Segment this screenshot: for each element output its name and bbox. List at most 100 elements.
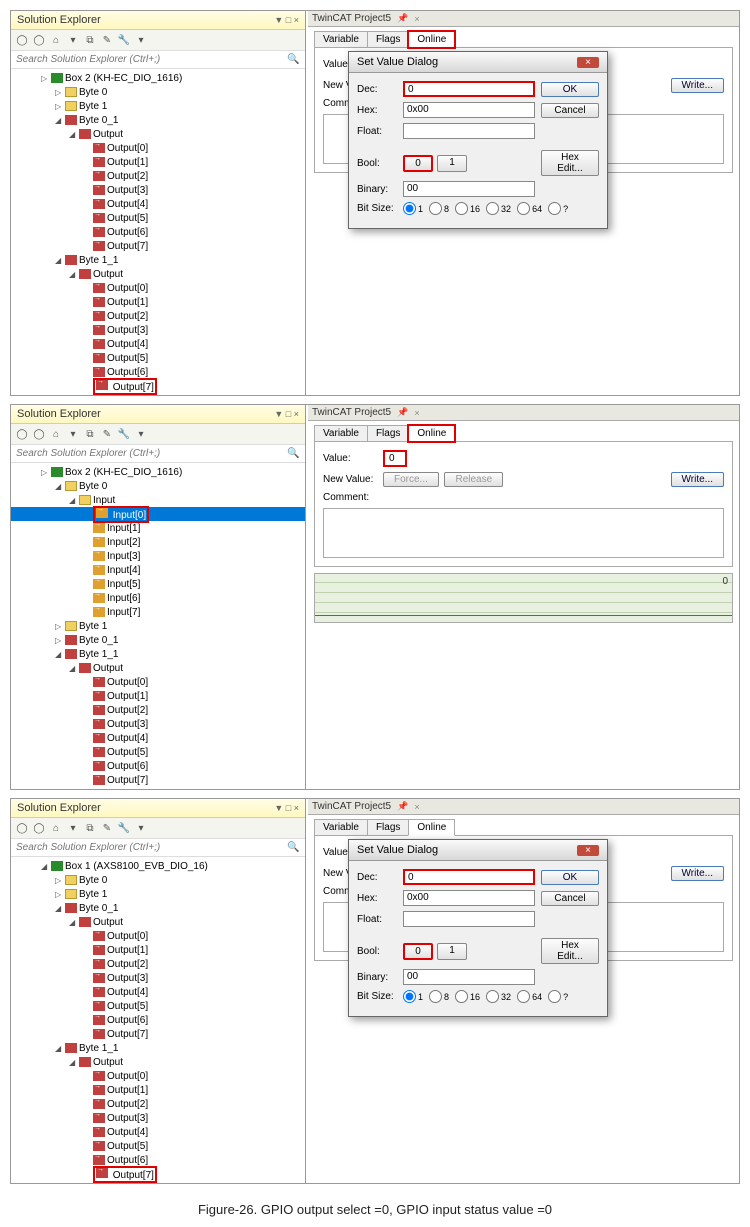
tree-node[interactable]: Output[6] (11, 365, 305, 379)
comment-box[interactable] (323, 508, 724, 558)
dialog-close-button[interactable]: × (577, 57, 599, 68)
tree-node[interactable]: ▷Box 2 (KH-EC_DIO_1616) (11, 465, 305, 479)
tab-online[interactable]: Online (408, 425, 455, 442)
tree-node[interactable]: Output[0] (11, 929, 305, 943)
tree-node[interactable]: Input[4] (11, 563, 305, 577)
bitsize-radio[interactable] (429, 202, 442, 215)
pin-icon[interactable]: 📌 (397, 13, 408, 24)
expander-icon[interactable]: ▷ (41, 74, 51, 83)
pin-icon[interactable]: 📌 (397, 407, 408, 418)
pin-icon[interactable]: 📌 (397, 801, 408, 812)
toolbar-icon[interactable]: ◯ (32, 33, 46, 47)
tree-node[interactable]: Output[0] (11, 675, 305, 689)
close-icon[interactable]: × (414, 408, 419, 418)
tree-node[interactable]: Input[5] (11, 577, 305, 591)
tree-node[interactable]: Output[0] (11, 281, 305, 295)
tree-node[interactable]: Output[6] (11, 1153, 305, 1167)
tree-node[interactable]: Output[0] (11, 1069, 305, 1083)
tab-flags[interactable]: Flags (367, 819, 409, 836)
bitsize-radio[interactable] (403, 202, 416, 215)
dialog-close-button[interactable]: × (577, 845, 599, 856)
tree-node[interactable]: Output[1] (11, 943, 305, 957)
tree-node[interactable]: ▷Byte 1 (11, 99, 305, 113)
toolbar-icon[interactable]: ◯ (15, 821, 29, 835)
tree-node[interactable]: Output[5] (11, 745, 305, 759)
tree-node[interactable]: Output[4] (11, 731, 305, 745)
expander-icon[interactable]: ◢ (69, 496, 79, 505)
toolbar-icon[interactable]: ◯ (32, 821, 46, 835)
tree-node[interactable]: Output[1] (11, 295, 305, 309)
tree-node[interactable]: Output[5] (11, 999, 305, 1013)
bitsize-radio[interactable] (486, 202, 499, 215)
tree-node[interactable]: Input[0] (11, 507, 305, 521)
float-input[interactable] (403, 123, 535, 139)
bitsize-option[interactable]: 1 (403, 990, 423, 1003)
bool-0-button[interactable]: 0 (403, 155, 433, 172)
ok-button[interactable]: OK (541, 82, 599, 97)
toolbar-icon[interactable]: 🔧 (117, 33, 131, 47)
float-input[interactable] (403, 911, 535, 927)
tree-node[interactable]: ▷Byte 0_1 (11, 633, 305, 647)
release-button[interactable]: Release (444, 472, 503, 487)
bitsize-option[interactable]: 64 (517, 990, 542, 1003)
close-icon[interactable]: × (414, 802, 419, 812)
tree-node[interactable]: Output[2] (11, 309, 305, 323)
tree-node[interactable]: ◢Output (11, 915, 305, 929)
tree-node[interactable]: Output[7] (11, 1167, 305, 1181)
tab-flags[interactable]: Flags (367, 425, 409, 442)
bitsize-option[interactable]: 64 (517, 202, 542, 215)
tree-node[interactable]: Output[2] (11, 169, 305, 183)
bitsize-option[interactable]: ? (548, 990, 568, 1003)
tree-node[interactable]: ▷Byte 0 (11, 85, 305, 99)
dialog-titlebar[interactable]: Set Value Dialog× (349, 52, 607, 73)
tab-variable[interactable]: Variable (314, 425, 368, 442)
tree-node[interactable]: Output[0] (11, 141, 305, 155)
tab-online[interactable]: Online (408, 819, 455, 836)
ok-button[interactable]: OK (541, 870, 599, 885)
toolbar-icon[interactable]: ▾ (134, 821, 148, 835)
toolbar-icon[interactable]: ⧉ (83, 821, 97, 835)
dec-input[interactable]: 0 (403, 869, 535, 885)
bitsize-option[interactable]: 32 (486, 202, 511, 215)
toolbar-icon[interactable]: ▾ (134, 33, 148, 47)
tree-node[interactable]: ▷Byte 1 (11, 619, 305, 633)
tree-node[interactable]: Input[2] (11, 535, 305, 549)
toolbar-icon[interactable]: 🔧 (117, 427, 131, 441)
tree-node[interactable]: Output[6] (11, 1013, 305, 1027)
search-icon[interactable]: 🔍 (287, 448, 301, 459)
bitsize-radio[interactable] (403, 990, 416, 1003)
expander-icon[interactable]: ◢ (55, 904, 65, 913)
hexedit-button[interactable]: Hex Edit... (541, 938, 599, 964)
tree-node[interactable]: ◢Byte 1_1 (11, 253, 305, 267)
tree-node[interactable]: Output[5] (11, 1139, 305, 1153)
expander-icon[interactable]: ◢ (55, 482, 65, 491)
tree-node[interactable]: Input[3] (11, 549, 305, 563)
tab-online[interactable]: Online (408, 31, 455, 48)
expander-icon[interactable]: ◢ (55, 116, 65, 125)
toolbar-icon[interactable]: ▾ (66, 33, 80, 47)
tree-node[interactable]: ◢Byte 0_1 (11, 901, 305, 915)
tab-title[interactable]: TwinCAT Project5 (312, 13, 391, 24)
bitsize-option[interactable]: 8 (429, 202, 449, 215)
expander-icon[interactable]: ◢ (41, 862, 51, 871)
dec-input[interactable]: 0 (403, 81, 535, 97)
close-icon[interactable]: × (414, 14, 419, 24)
bitsize-option[interactable]: 8 (429, 990, 449, 1003)
tree-node[interactable]: Input[7] (11, 605, 305, 619)
panel-controls[interactable]: ▼ □ × (274, 15, 299, 25)
hex-input[interactable]: 0x00 (403, 890, 535, 906)
expander-icon[interactable]: ◢ (55, 256, 65, 265)
expander-icon[interactable]: ◢ (69, 664, 79, 673)
bitsize-radio[interactable] (517, 990, 530, 1003)
tree-node[interactable]: Output[7] (11, 1027, 305, 1041)
tree-node[interactable]: Output[5] (11, 351, 305, 365)
bool-0-button[interactable]: 0 (403, 943, 433, 960)
bitsize-radio[interactable] (455, 202, 468, 215)
toolbar-icon[interactable]: ◯ (15, 33, 29, 47)
bitsize-radio[interactable] (548, 990, 561, 1003)
tree-node[interactable]: Output[4] (11, 1125, 305, 1139)
tree-node[interactable]: ◢Output (11, 1055, 305, 1069)
tree-node[interactable]: Output[5] (11, 211, 305, 225)
toolbar-icon[interactable]: ⧉ (83, 427, 97, 441)
tab-title[interactable]: TwinCAT Project5 (312, 407, 391, 418)
